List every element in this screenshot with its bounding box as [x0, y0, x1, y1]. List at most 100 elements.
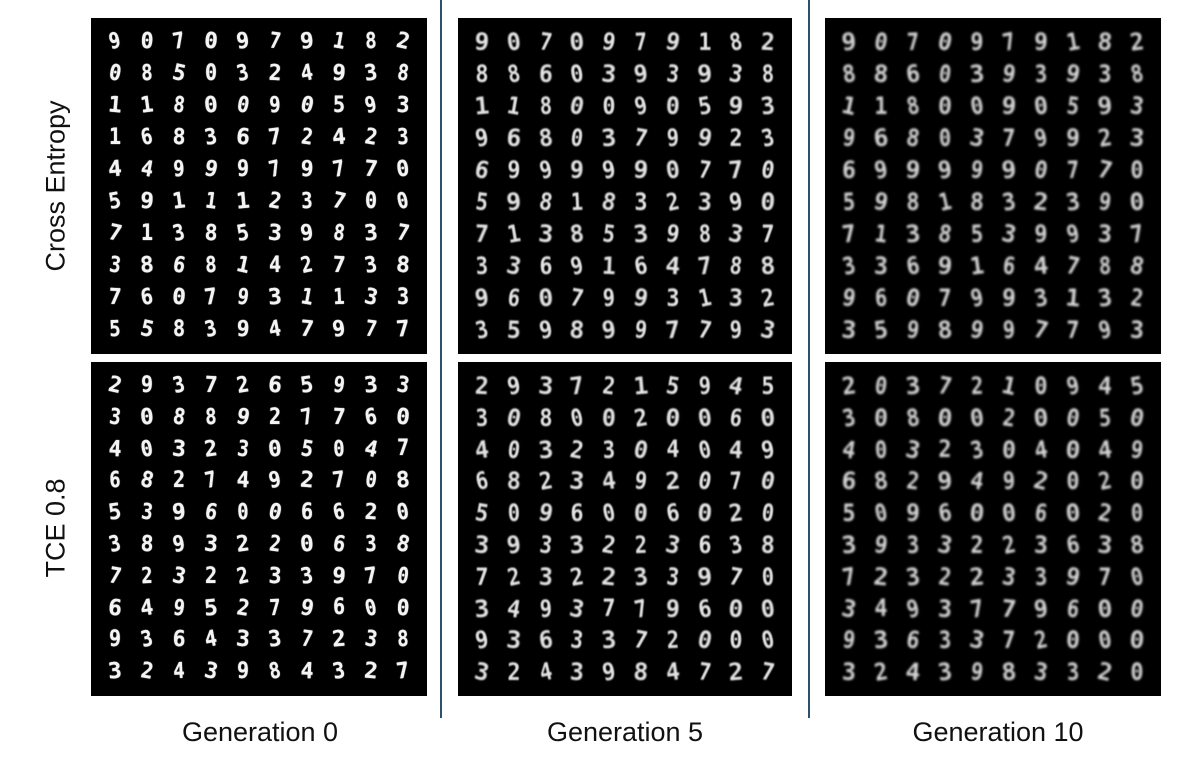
digit-sample: 3	[759, 91, 777, 121]
digit-sample: 9	[1000, 155, 1018, 185]
digit-sample: 3	[662, 529, 683, 561]
digit-sample: 3	[1129, 315, 1145, 345]
digit-sample: 3	[967, 122, 987, 154]
digit-sample: 4	[331, 124, 347, 151]
digit-sample: 3	[473, 593, 491, 624]
digit-sample: 0	[204, 61, 218, 86]
digit-sample: 3	[904, 371, 922, 401]
digit-sample: 4	[726, 370, 747, 402]
digit-sample: 1	[138, 92, 155, 119]
digit-sample: 1	[839, 90, 859, 122]
digit-sample: 8	[538, 403, 553, 432]
digit-sample: 1	[999, 370, 1019, 402]
digit-sample: 9	[969, 657, 985, 687]
digit-sample: 7	[1098, 562, 1112, 591]
digit-sample: 9	[1034, 220, 1048, 248]
digit-sample: 7	[695, 251, 714, 281]
digit-sample: 2	[760, 27, 776, 57]
digit-sample: 7	[106, 219, 125, 248]
digit-sample: 0	[569, 123, 586, 153]
digit-sample: 3	[568, 466, 586, 496]
digit-sample: 0	[936, 403, 954, 433]
digit-sample: 8	[266, 658, 284, 686]
digit-sample: 7	[363, 316, 379, 343]
digit-sample: 9	[632, 466, 649, 496]
digit-sample: 2	[600, 529, 618, 560]
digit-sample: 3	[1032, 657, 1050, 688]
digit-sample: 2	[268, 60, 282, 87]
digit-sample: 3	[904, 219, 922, 249]
digit-sample: 9	[1095, 315, 1115, 345]
digit-sample: 1	[968, 251, 986, 281]
digit-sample: 6	[505, 283, 522, 313]
digit-sample: 0	[633, 498, 649, 528]
digit-sample: 9	[538, 594, 553, 623]
digit-sample: 0	[236, 499, 250, 526]
digit-sample: 6	[904, 625, 922, 656]
digit-sample: 0	[695, 402, 714, 433]
digit-sample: 6	[172, 627, 186, 653]
digit-sample: 3	[968, 59, 986, 89]
digit-sample: 1	[874, 92, 888, 120]
digit-sample: 2	[665, 626, 680, 655]
digit-sample: 0	[937, 91, 953, 121]
digit-sample: 8	[172, 124, 186, 151]
digit-sample: 6	[202, 499, 220, 526]
digit-sample: 9	[1002, 467, 1016, 496]
digit-sample: 7	[602, 594, 616, 623]
digit-sample: 7	[840, 219, 858, 249]
digit-sample: 0	[396, 595, 410, 621]
digit-sample: 7	[332, 404, 346, 430]
digit-sample: 3	[396, 92, 410, 119]
digit-sample: 5	[970, 219, 984, 249]
digit-sample: 2	[106, 371, 125, 399]
digit-sample: 9	[1097, 187, 1113, 217]
digit-sample: 1	[570, 187, 585, 217]
digit-sample: 8	[761, 59, 775, 89]
digit-sample: 3	[1096, 283, 1114, 313]
digit-sample: 7	[761, 220, 775, 248]
digit-sample: 3	[666, 284, 680, 312]
digit-sample: 6	[332, 595, 346, 621]
digit-sample: 9	[665, 594, 681, 623]
digit-sample: 3	[1066, 657, 1080, 687]
digit-sample: 9	[202, 155, 221, 184]
digit-sample: 7	[1000, 593, 1018, 624]
digit-sample: 3	[1033, 530, 1049, 560]
digit-sample: 0	[759, 593, 777, 624]
digit-sample: 9	[1033, 27, 1049, 57]
digit-sample: 2	[267, 531, 283, 558]
digit-sample: 4	[840, 434, 858, 465]
digit-sample: 5	[473, 187, 490, 217]
digit-sample: 3	[903, 434, 923, 465]
digit-sample: 2	[363, 658, 379, 685]
digit-sample: 3	[567, 593, 588, 624]
digit-sample: 7	[106, 562, 124, 590]
digit-sample: 9	[872, 529, 890, 560]
digit-sample: 3	[235, 626, 251, 653]
digit-sample: 4	[728, 435, 744, 464]
digit-sample: 5	[506, 315, 522, 345]
digit-sample: 4	[300, 658, 314, 685]
digit-sample: 0	[139, 404, 155, 431]
digit-sample: 2	[1001, 403, 1017, 433]
digit-sample: 6	[330, 531, 348, 558]
digit-sample: 3	[203, 531, 219, 558]
digit-sample: 0	[727, 593, 745, 624]
digit-sample: 8	[395, 60, 411, 87]
digit-sample: 8	[396, 627, 410, 653]
digit-sample: 9	[936, 251, 954, 281]
digit-sample: 3	[235, 435, 251, 463]
digit-sample: 0	[935, 26, 955, 58]
digit-sample: 5	[842, 499, 856, 528]
digit-sample: 6	[267, 372, 283, 399]
digit-sample: 2	[234, 531, 251, 558]
digit-sample: 7	[1095, 154, 1115, 186]
digit-sample: 7	[631, 123, 650, 153]
digit-sample: 9	[632, 155, 650, 185]
digit-sample: 4	[663, 657, 682, 687]
digit-sample: 2	[234, 594, 252, 622]
digit-sample: 4	[266, 316, 284, 343]
